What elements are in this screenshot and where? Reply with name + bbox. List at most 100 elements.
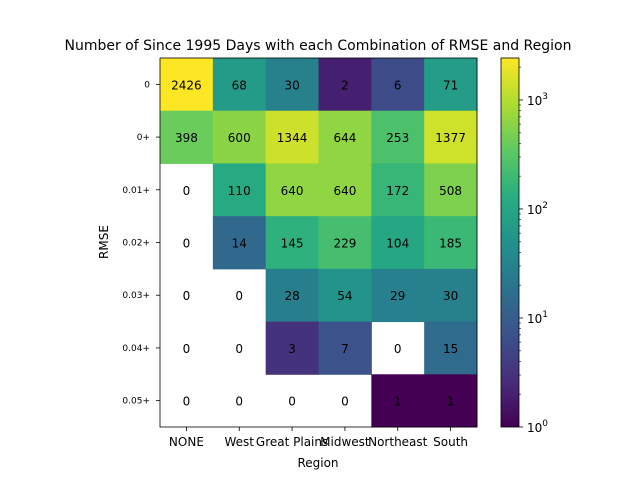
cell-value-label: 54 <box>337 289 352 303</box>
cell-value-label: 30 <box>443 289 458 303</box>
heatmap-cell <box>212 216 267 270</box>
cell-value-label: 0 <box>183 237 191 251</box>
cell-value-label: 0 <box>183 395 191 409</box>
cell-value-label: 0 <box>394 342 402 356</box>
cell-value-label: 0 <box>235 395 243 409</box>
cell-value-label: 600 <box>228 131 251 145</box>
heatmap-cell <box>371 374 425 428</box>
cell-value-label: 104 <box>386 237 409 251</box>
cell-value-label: 1377 <box>435 131 466 145</box>
heatmap-cell <box>424 58 478 112</box>
colorbar-ticks: 100 101 102 103 <box>519 66 548 435</box>
heatmap-cell <box>265 110 319 164</box>
heatmap-cell <box>212 110 267 164</box>
heatmap-cell <box>265 163 319 217</box>
cell-value-label: 28 <box>284 289 299 303</box>
cell-value-label: 0 <box>183 289 191 303</box>
y-tick-label: 0.05+ <box>122 397 150 407</box>
heatmap-cell <box>212 58 267 112</box>
x-tick-label: South <box>433 435 468 449</box>
x-tick-label: NONE <box>169 435 204 449</box>
x-tick-label: Midwest <box>320 435 370 449</box>
cell-value-label: 1344 <box>277 131 308 145</box>
y-axis-label: RMSE <box>97 225 111 259</box>
cell-value-label: 253 <box>386 131 409 145</box>
cell-value-label: 1 <box>447 395 455 409</box>
heatmap-cell <box>318 163 372 217</box>
y-tick-label: 0.01+ <box>122 186 150 196</box>
cell-value-label: 2 <box>341 78 349 92</box>
heatmap-cell <box>265 268 319 323</box>
heatmap-cell <box>371 268 425 323</box>
heatmap-cell <box>265 321 319 375</box>
cell-value-label: 7 <box>341 342 349 356</box>
cell-value-label: 0 <box>341 395 349 409</box>
heatmap-cell <box>424 110 478 164</box>
cell-value-label: 0 <box>235 289 243 303</box>
cell-value-label: 2426 <box>171 78 202 92</box>
heatmap-cell <box>160 58 214 112</box>
heatmap-cell <box>424 268 478 323</box>
cell-value-label: 640 <box>281 184 304 198</box>
cell-value-label: 29 <box>390 289 405 303</box>
cell-value-label: 172 <box>386 184 409 198</box>
cell-value-label: 110 <box>228 184 251 198</box>
cell-value-label: 30 <box>284 78 299 92</box>
heatmap-cell <box>371 110 425 164</box>
cell-value-label: 1 <box>394 395 402 409</box>
heatmap-cell <box>318 268 372 323</box>
cell-value-label: 644 <box>333 131 356 145</box>
x-tick-label: West <box>224 435 254 449</box>
cell-value-label: 640 <box>333 184 356 198</box>
heatmap-cells <box>160 58 478 428</box>
y-tick-label: 0.02+ <box>122 239 150 249</box>
cell-value-label: 398 <box>175 131 198 145</box>
y-axis-ticks: 0 0+ 0.01+ 0.02+ 0.03+ 0.04+ 0.05+ <box>122 80 160 407</box>
cell-value-label: 508 <box>439 184 462 198</box>
heatmap-cell <box>424 374 478 428</box>
cell-value-label: 14 <box>232 237 247 251</box>
y-tick-label: 0.03+ <box>122 291 150 301</box>
colorbar-tick-label: 103 <box>527 92 548 108</box>
x-tick-label: Northeast <box>368 435 428 449</box>
cell-value-label: 185 <box>439 237 462 251</box>
colorbar-tick-label: 102 <box>527 201 548 217</box>
cell-value-label: 0 <box>183 184 191 198</box>
heatmap-cell <box>265 216 319 270</box>
heatmap-cell <box>265 58 319 112</box>
cell-value-label: 0 <box>235 342 243 356</box>
heatmap-cell <box>424 321 478 375</box>
colorbar-tick-label: 100 <box>527 419 548 435</box>
cell-value-label: 71 <box>443 78 458 92</box>
heatmap-cell <box>160 110 214 164</box>
heatmap-cell <box>371 58 425 112</box>
heatmap-cell <box>212 163 267 217</box>
x-tick-label: Great Plains <box>256 435 328 449</box>
heatmap-cell <box>318 321 372 375</box>
y-tick-label: 0.04+ <box>122 344 150 354</box>
heatmap-cell <box>424 216 478 270</box>
heatmap-cell <box>318 58 372 112</box>
cell-value-label: 0 <box>288 395 296 409</box>
heatmap-cell <box>424 163 478 217</box>
cell-value-label: 68 <box>232 78 247 92</box>
cell-value-label: 145 <box>281 237 304 251</box>
heatmap-cell <box>318 110 372 164</box>
cell-value-label: 6 <box>394 78 402 92</box>
cell-value-label: 3 <box>288 342 296 356</box>
heatmap-cell <box>371 163 425 217</box>
cell-value-label: 15 <box>443 342 458 356</box>
heatmap-cell <box>318 216 372 270</box>
heatmap-cell <box>371 216 425 270</box>
chart-title: Number of Since 1995 Days with each Comb… <box>64 38 571 54</box>
y-tick-label: 0+ <box>137 133 150 143</box>
y-tick-label: 0 <box>144 80 150 90</box>
cell-value-label: 229 <box>333 237 356 251</box>
colorbar-tick-label: 101 <box>527 310 548 326</box>
colorbar <box>500 57 520 428</box>
cell-value-label: 0 <box>183 342 191 356</box>
x-axis-label: Region <box>297 456 338 470</box>
